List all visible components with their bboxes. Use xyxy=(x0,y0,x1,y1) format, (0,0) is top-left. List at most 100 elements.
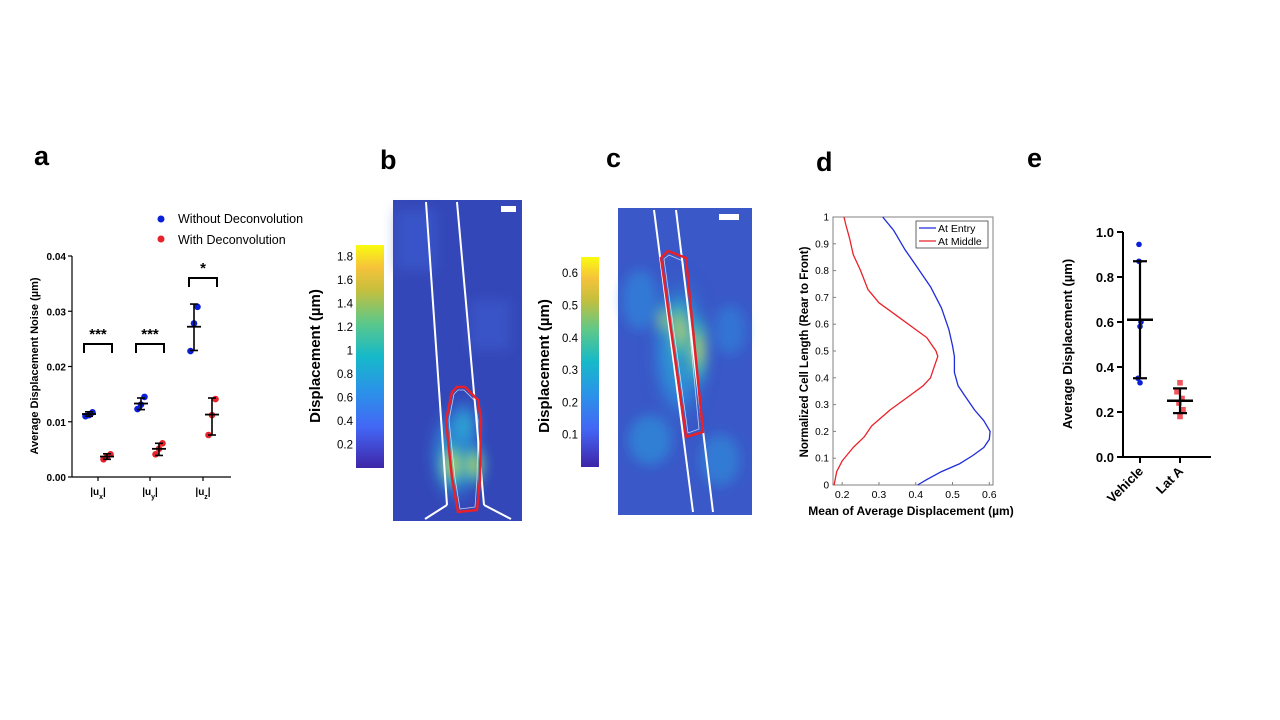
panel-d-legend: At Entry At Middle xyxy=(915,220,989,249)
panel-d-y-tick-label: 0.2 xyxy=(815,427,829,438)
panel-e-chart: 0.0 0.2 0.4 0.6 0.8 1.0 Average Displacement … xyxy=(1060,225,1211,506)
panel-a-y-axis-label: Average Displacement Noise (µm) xyxy=(29,277,41,454)
panel-b-colorbar-tick-label: 0.2 xyxy=(337,440,353,452)
panel-d-x-tick-label: 0.4 xyxy=(908,489,923,501)
panel-c-colorbar-tick-label: 0.3 xyxy=(562,365,578,377)
legend-label-with-deconvolution: With Deconvolution xyxy=(178,233,286,247)
panel-a-legend: Without Deconvolution With Deconvolution xyxy=(157,212,303,247)
panel-b-channel-line-left xyxy=(425,201,448,506)
panel-a-significance-bracket xyxy=(135,343,165,353)
panel-a-data-point xyxy=(141,393,148,401)
panel-c-cell-outline xyxy=(659,249,705,439)
panel-c-colorbar-tick-label: 0.4 xyxy=(562,333,579,345)
panel-e-category-label: Lat A xyxy=(1153,463,1187,497)
legend-marker-with-deconvolution xyxy=(157,235,165,243)
panel-e-data-point xyxy=(1174,388,1180,395)
panel-e-data-point xyxy=(1137,379,1143,386)
panel-a-significance-label: * xyxy=(200,260,206,277)
panel-a-category-label: |uy| xyxy=(142,487,158,501)
panel-e-y-tick-label: 0.4 xyxy=(1096,360,1115,375)
panel-a-chart: Without Deconvolution With Deconvolution… xyxy=(29,212,303,501)
panel-d-y-tick-label: 0.7 xyxy=(815,293,829,304)
panel-b-colorbar-tick-label: 1.2 xyxy=(337,322,353,334)
panel-a-y-tick-label: 0.02 xyxy=(47,363,67,374)
legend-label-without-deconvolution: Without Deconvolution xyxy=(178,212,303,226)
panel-e-y-tick-label: 0.6 xyxy=(1096,315,1114,330)
panel-b-colorbar-tick-label: 0.8 xyxy=(337,369,353,381)
panel-label-a: a xyxy=(34,141,50,171)
panel-a-data-point xyxy=(152,451,159,458)
panel-b-colorbar-tick-label: 1.6 xyxy=(337,275,353,287)
panel-d-y-axis-label: Normalized Cell Length (Rear to Front) xyxy=(799,246,811,457)
panel-b-colorbar-tick-label: 1.8 xyxy=(337,252,353,264)
panel-e-data-point xyxy=(1177,413,1183,420)
panel-c-scale-bar xyxy=(719,214,739,220)
panel-d-y-tick-label: 0.4 xyxy=(815,373,829,384)
legend-label-at-entry: At Entry xyxy=(938,223,976,235)
panel-c-colorbar xyxy=(581,257,599,467)
panel-d-x-tick-label: 0.3 xyxy=(872,489,887,501)
panel-d-series-line-at-middle xyxy=(833,216,939,486)
panel-a-y-tick-label: 0.04 xyxy=(47,252,67,263)
panel-d-y-tick-label: 0.5 xyxy=(815,347,829,358)
panel-label-e: e xyxy=(1027,143,1043,173)
panel-b-colorbar-tick-label: 0.4 xyxy=(337,416,354,428)
panel-c-colorbar-label: Displacement (µm) xyxy=(536,299,553,433)
panel-label-b: b xyxy=(380,145,397,175)
panel-b-channel-taper-right xyxy=(483,504,512,520)
legend-marker-without-deconvolution xyxy=(157,215,165,223)
panel-d-y-tick-label: 0.9 xyxy=(815,239,829,250)
panel-d-y-tick-label: 0 xyxy=(823,481,829,492)
panel-b-scale-bar xyxy=(501,206,516,212)
panel-label-c: c xyxy=(606,143,622,173)
panel-b-colorbar-tick-label: 1.4 xyxy=(337,299,354,311)
panel-a-y-tick-label: 0.03 xyxy=(47,307,67,318)
panel-b-colorbar-label: Displacement (µm) xyxy=(307,289,324,423)
panel-d-y-tick-label: 0.3 xyxy=(815,400,829,411)
panel-e-data-point xyxy=(1136,241,1142,248)
panel-e-y-tick-label: 1.0 xyxy=(1096,225,1114,240)
panel-a-significance-bracket xyxy=(83,343,113,353)
panel-e-y-axis-label: Average Displacement (µm) xyxy=(1060,259,1075,429)
panel-d-x-tick-label: 0.2 xyxy=(835,489,850,501)
panel-d-x-axis-label: Mean of Average Displacement (µm) xyxy=(808,504,1013,518)
panel-a-significance-label: *** xyxy=(89,326,107,343)
panel-b-colorbar-tick-label: 1 xyxy=(347,346,353,358)
panel-b-channel-taper-left xyxy=(424,504,448,520)
panel-e-data-point xyxy=(1180,406,1186,413)
panel-d-chart: 0 0.1 0.2 0.3 0.4 0.5 0.6 0.7 0.8 0.9 1 0.2 0.3 0.4 0.… xyxy=(799,213,1014,519)
panel-e-data-point xyxy=(1177,379,1183,386)
panel-label-d: d xyxy=(816,147,833,177)
panel-e-y-tick-label: 0.2 xyxy=(1096,405,1114,420)
panel-a-data-point xyxy=(194,303,201,311)
panel-d-y-tick-label: 1 xyxy=(823,213,829,224)
panel-c-colorbar-tick-label: 0.5 xyxy=(562,300,578,312)
panel-b-colorbar xyxy=(356,245,384,468)
panel-d-plot-area xyxy=(832,216,994,486)
panel-c-colorbar-tick-label: 0.6 xyxy=(562,268,578,280)
panel-b-heatmap: 1.8 1.6 1.4 1.2 1 0.8 0.6 0.4 0.2 Displacement (… xyxy=(307,200,522,521)
panel-d-y-tick-label: 0.1 xyxy=(815,454,829,465)
panel-d-y-tick-label: 0.8 xyxy=(815,266,829,277)
panel-e-y-tick-label: 0.8 xyxy=(1096,270,1114,285)
panel-d-y-tick-label: 0.6 xyxy=(815,320,829,331)
panel-a-data-point xyxy=(212,395,219,403)
panel-c-colorbar-tick-label: 0.1 xyxy=(562,430,578,442)
panel-d-series-line-at-entry xyxy=(882,216,991,486)
panel-c-colorbar-tick-label: 0.2 xyxy=(562,397,578,409)
panel-e-category-label: Vehicle xyxy=(1104,464,1146,506)
panel-d-x-tick-label: 0.5 xyxy=(945,489,960,501)
panel-a-category-label: |ux| xyxy=(90,487,106,501)
panel-e-y-tick-label: 0.0 xyxy=(1096,450,1114,465)
panel-a-y-tick-label: 0.01 xyxy=(47,418,67,429)
panel-d-x-tick-label: 0.6 xyxy=(982,489,997,501)
legend-label-at-middle: At Middle xyxy=(938,236,982,248)
panel-b-cell-outline xyxy=(444,385,483,514)
panel-a-category-label: |uz| xyxy=(195,487,210,501)
panel-b-colorbar-tick-label: 0.6 xyxy=(337,393,353,405)
panel-a-significance-bracket xyxy=(188,277,218,287)
panel-a-y-tick-label: 0.00 xyxy=(47,473,67,484)
panel-e-data-point xyxy=(1179,395,1185,402)
panel-c-heatmap: 0.6 0.5 0.4 0.3 0.2 0.1 Displacement (µm) xyxy=(536,208,752,515)
